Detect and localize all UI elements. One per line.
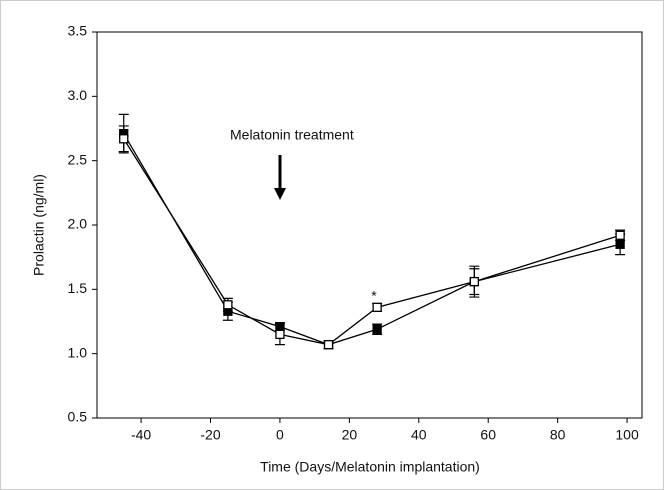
x-tick-label: 80 xyxy=(550,427,566,443)
x-tick-label: 0 xyxy=(276,427,284,443)
x-tick-label: 40 xyxy=(411,427,427,443)
marker xyxy=(275,329,285,340)
x-tick-label: 20 xyxy=(342,427,358,443)
significance-mark: * xyxy=(371,288,377,304)
x-tick-label: 60 xyxy=(480,427,496,443)
marker xyxy=(372,302,382,312)
marker xyxy=(615,239,625,249)
y-axis-label: Prolactin (ng/ml) xyxy=(31,174,47,276)
marker xyxy=(615,230,625,240)
marker xyxy=(372,324,382,334)
y-tick-label: 3.5 xyxy=(68,23,88,39)
x-tick-label: -40 xyxy=(131,427,151,443)
marker xyxy=(119,134,129,144)
marker xyxy=(323,340,334,350)
y-tick-label: 2.0 xyxy=(68,216,88,232)
arrow-head xyxy=(274,188,286,200)
annotation: Melatonin treatment xyxy=(230,127,354,143)
x-tick-label: -20 xyxy=(200,427,220,443)
y-tick-label: 3.0 xyxy=(68,87,88,103)
x-tick-label: 100 xyxy=(615,427,639,443)
y-tick-label: 1.5 xyxy=(68,280,88,296)
marker xyxy=(223,300,233,310)
x-axis-label: Time (Days/Melatonin implantation) xyxy=(260,459,480,475)
y-tick-label: 1.0 xyxy=(68,344,88,360)
marker xyxy=(469,276,479,287)
y-tick-label: 2.5 xyxy=(68,151,88,167)
y-tick-label: 0.5 xyxy=(68,409,88,425)
